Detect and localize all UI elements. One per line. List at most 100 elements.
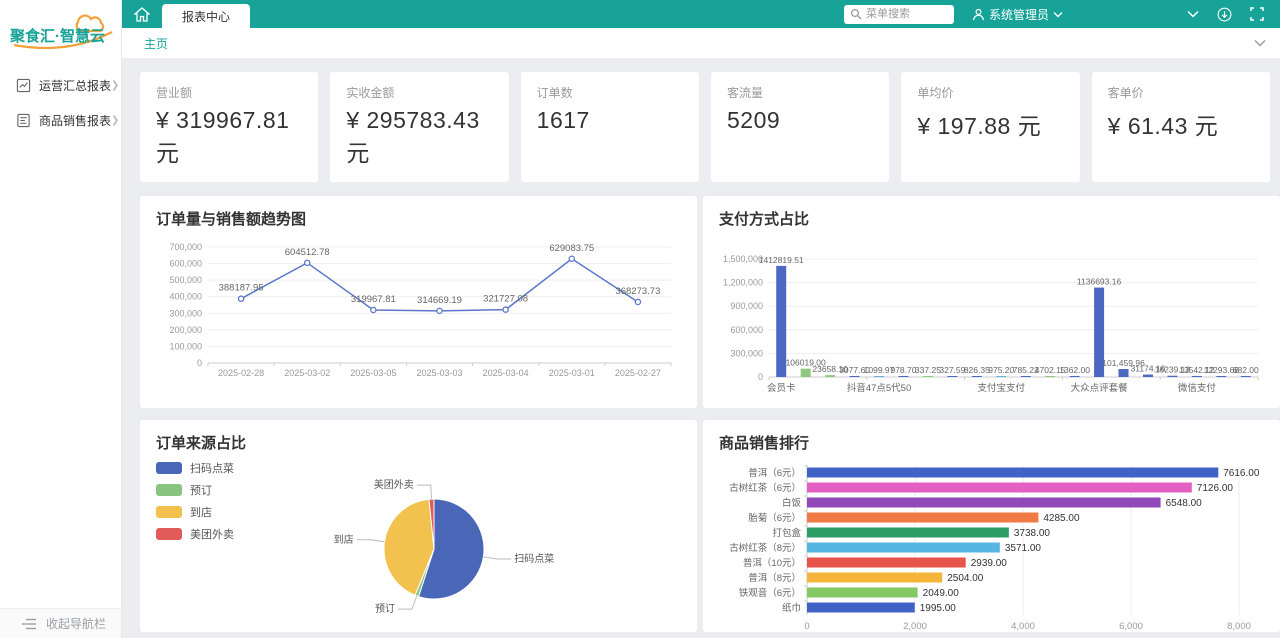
svg-text:500,000: 500,000 [169,275,202,285]
svg-text:支付宝支付: 支付宝支付 [978,382,1026,394]
collapse-nav-label: 收起导航栏 [46,617,107,631]
svg-text:13542.12: 13542.12 [1179,365,1215,375]
svg-text:2939.00: 2939.00 [971,558,1008,569]
svg-text:388187.95: 388187.95 [219,283,264,294]
svg-text:975.20: 975.20 [988,365,1014,375]
svg-text:629083.75: 629083.75 [549,243,594,254]
main-area: 报表中心 系统管理员 [122,0,1280,638]
fullscreen-button[interactable] [1250,7,1264,21]
breadcrumb: 主页 [122,28,1280,58]
svg-text:314669.19: 314669.19 [417,295,462,306]
kpi-label: 单均价 [917,86,954,100]
svg-text:900,000: 900,000 [730,301,763,311]
kpi-card-traffic: 客流量 5209 [710,72,890,182]
svg-text:扫码点菜: 扫码点菜 [514,552,554,565]
svg-text:0: 0 [758,372,763,382]
legend-item[interactable]: 美团外卖 [156,526,234,542]
line-chart-icon [16,78,31,93]
svg-text:700,000: 700,000 [169,242,202,252]
svg-text:368273.73: 368273.73 [615,286,660,297]
svg-text:3571.00: 3571.00 [1005,543,1042,554]
kpi-row: 营业额 ¥ 319967.81 元 实收金额 ¥ 295783.43 元 订单数… [140,72,1270,182]
svg-text:会员卡: 会员卡 [767,382,796,394]
svg-text:7616.00: 7616.00 [1223,468,1260,479]
user-menu[interactable]: 系统管理员 [968,6,1067,23]
kpi-value: 5209 [726,107,781,133]
kpi-card-orders: 订单数 1617 [520,72,699,182]
svg-text:1995.00: 1995.00 [920,603,957,614]
svg-text:2025-03-02: 2025-03-02 [284,368,330,378]
svg-text:106019.00: 106019.00 [786,358,826,368]
topbar: 报表中心 系统管理员 [122,0,1280,28]
svg-text:0: 0 [804,621,809,632]
order-source-chart: 扫码点菜 预订 到店 美团外卖 [156,453,681,636]
legend-label: 美团外卖 [190,529,234,541]
svg-text:2025-03-05: 2025-03-05 [350,368,396,378]
kpi-label: 客单价 [1107,86,1144,100]
svg-text:抖音47点5代50: 抖音47点5代50 [847,382,911,394]
legend-item[interactable]: 扫码点菜 [156,460,234,476]
trend-chart-card: 订单量与销售额趋势图 0 100,000 200,000 300,000 400,000… [140,196,697,408]
collapse-topbar-button[interactable] [1187,10,1199,18]
chevron-right-icon: ❯ [111,115,120,126]
svg-text:白饭: 白饭 [782,497,802,509]
chart-title: 订单来源占比 [156,435,247,452]
kpi-card-per-customer: 客单价 ¥ 61.43 元 [1091,72,1270,182]
tab-report-center[interactable]: 报表中心 [162,4,251,28]
topbar-spacer [250,0,844,28]
svg-text:2025-03-01: 2025-03-01 [549,368,595,378]
svg-text:2,000: 2,000 [903,621,927,632]
sidebar-item-product-sales-report[interactable]: 商品销售报表 ❯ [0,103,121,138]
product-rank-chart-card: 商品销售排行 0 2,000 4,000 6,000 8,000 7616.00 普洱（6元… [703,420,1280,632]
search-input[interactable] [865,8,946,20]
svg-text:300,000: 300,000 [730,348,763,358]
legend-swatch [156,484,182,496]
download-button[interactable] [1217,7,1232,22]
svg-text:978.70: 978.70 [890,365,916,375]
payment-chart: 0 300,000 600,000 900,000 1,200,000 1,500,000… [719,229,1264,412]
svg-text:1,200,000: 1,200,000 [723,278,763,288]
home-button[interactable] [122,0,162,28]
svg-text:铁观音（6元）: 铁观音（6元） [739,587,801,599]
legend-item[interactable]: 到店 [156,504,234,520]
trend-chart-svg: 0 100,000 200,000 300,000 400,000 500,000 600,… [169,242,672,378]
svg-text:普洱（8元）: 普洱（8元） [748,572,801,584]
kpi-value: ¥ 197.88 元 [917,113,1042,139]
svg-text:2025-03-03: 2025-03-03 [416,368,462,378]
svg-text:300,000: 300,000 [169,308,202,318]
user-icon [973,8,984,20]
collapse-nav-button[interactable]: 收起导航栏 [0,608,121,638]
menu-search [843,4,954,24]
svg-text:普洱（10元）: 普洱（10元） [743,557,801,569]
svg-text:337.25: 337.25 [915,365,941,375]
svg-text:7126.00: 7126.00 [1197,483,1234,494]
kpi-label: 营业额 [156,86,193,100]
kpi-card-avg-order: 单均价 ¥ 197.88 元 [901,72,1080,182]
legend-label: 预订 [190,485,212,497]
collapse-nav-icon [22,618,36,629]
svg-text:23658.10: 23658.10 [812,364,848,374]
kpi-card-received: 实收金额 ¥ 295783.43 元 [330,72,509,182]
svg-text:6548.00: 6548.00 [1166,498,1203,509]
sidebar-item-label: 运营汇总报表 [39,79,112,93]
chevron-right-icon: ❯ [111,80,120,91]
sidebar-item-operations-report[interactable]: 运营汇总报表 ❯ [0,68,121,103]
svg-text:1412819.51: 1412819.51 [759,255,804,265]
legend-swatch [156,462,182,474]
chart-title: 订单量与销售额趋势图 [156,211,307,228]
breadcrumb-chevron-icon[interactable] [1254,39,1266,47]
svg-text:4285.00: 4285.00 [1043,513,1080,524]
svg-text:微信支付: 微信支付 [1178,382,1217,394]
svg-text:古树红茶（6元）: 古树红茶（6元） [729,482,801,494]
legend-item[interactable]: 预订 [156,482,234,498]
svg-text:1136693.16: 1136693.16 [1077,277,1122,287]
breadcrumb-home[interactable]: 主页 [144,36,169,51]
svg-text:327.59: 327.59 [939,365,965,375]
svg-text:纸巾: 纸巾 [782,602,801,614]
kpi-label: 实收金额 [346,86,395,100]
legend-label: 到店 [190,507,212,519]
payment-chart-svg: 0 300,000 600,000 900,000 1,200,000 1,500,000… [723,254,1259,394]
sidebar: 聚食汇·智慧云 运营汇总报表 ❯ 商品销售报表 ❯ [0,0,122,638]
product-rank-chart-svg: 0 2,000 4,000 6,000 8,000 7616.00 普洱（6元） 7126.0… [729,465,1260,632]
kpi-label: 订单数 [536,86,573,100]
